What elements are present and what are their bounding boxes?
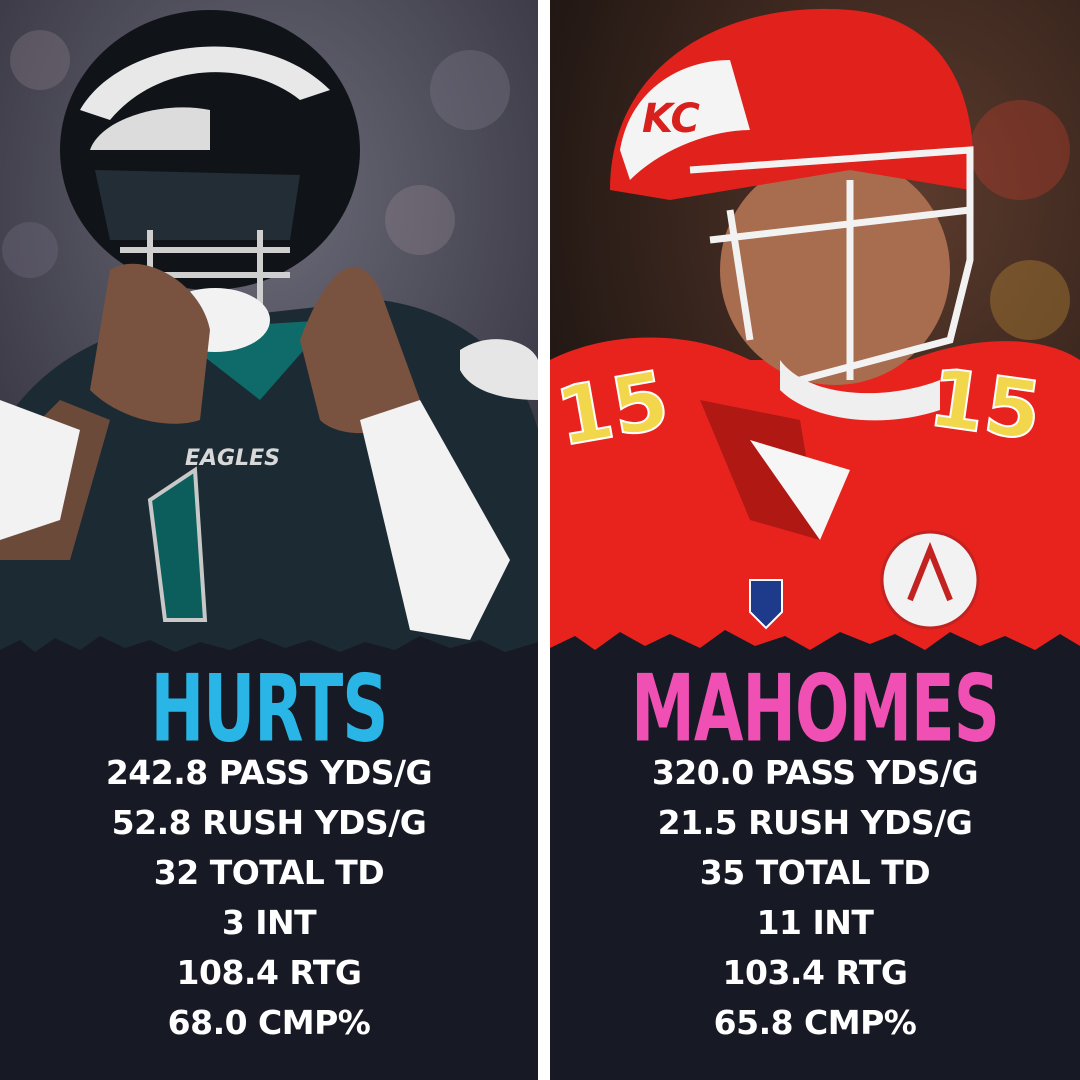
jersey-number-right: 15 — [924, 351, 1047, 459]
eagles-wordmark: EAGLES — [185, 446, 280, 471]
stat-rtg: 103.4 RTG — [722, 953, 908, 992]
stat-cmp: 68.0 CMP% — [167, 1003, 371, 1042]
hurts-photo: EAGLES — [0, 0, 538, 660]
stat-cmp: 65.8 CMP% — [713, 1003, 917, 1042]
stats-list-hurts: 242.8 PASS YDS/G 52.8 RUSH YDS/G 32 TOTA… — [0, 748, 538, 1048]
stat-pass-yds: 320.0 PASS YDS/G — [651, 753, 979, 792]
player-panel-mahomes: 15 15 KC — [550, 0, 1080, 1080]
stat-pass-yds: 242.8 PASS YDS/G — [105, 753, 433, 792]
stat-rush-yds: 52.8 RUSH YDS/G — [111, 803, 427, 842]
chiefs-logo: KC — [642, 96, 700, 142]
stat-total-td: 32 TOTAL TD — [153, 853, 385, 892]
mahomes-photo: 15 15 KC — [550, 0, 1080, 660]
player-name-hurts: HURTS — [150, 656, 389, 764]
player-panel-hurts: EAGLES HURTS 242.8 PASS YDS/G 52.8 RUSH … — [0, 0, 538, 1080]
player-name-mahomes: MAHOMES — [631, 656, 1000, 764]
stats-list-mahomes: 320.0 PASS YDS/G 21.5 RUSH YDS/G 35 TOTA… — [550, 748, 1080, 1048]
jersey-number-left: 15 — [550, 353, 675, 464]
stat-int: 11 INT — [756, 903, 874, 942]
stat-rush-yds: 21.5 RUSH YDS/G — [657, 803, 973, 842]
stat-int: 3 INT — [221, 903, 317, 942]
stat-rtg: 108.4 RTG — [176, 953, 362, 992]
stat-total-td: 35 TOTAL TD — [699, 853, 931, 892]
